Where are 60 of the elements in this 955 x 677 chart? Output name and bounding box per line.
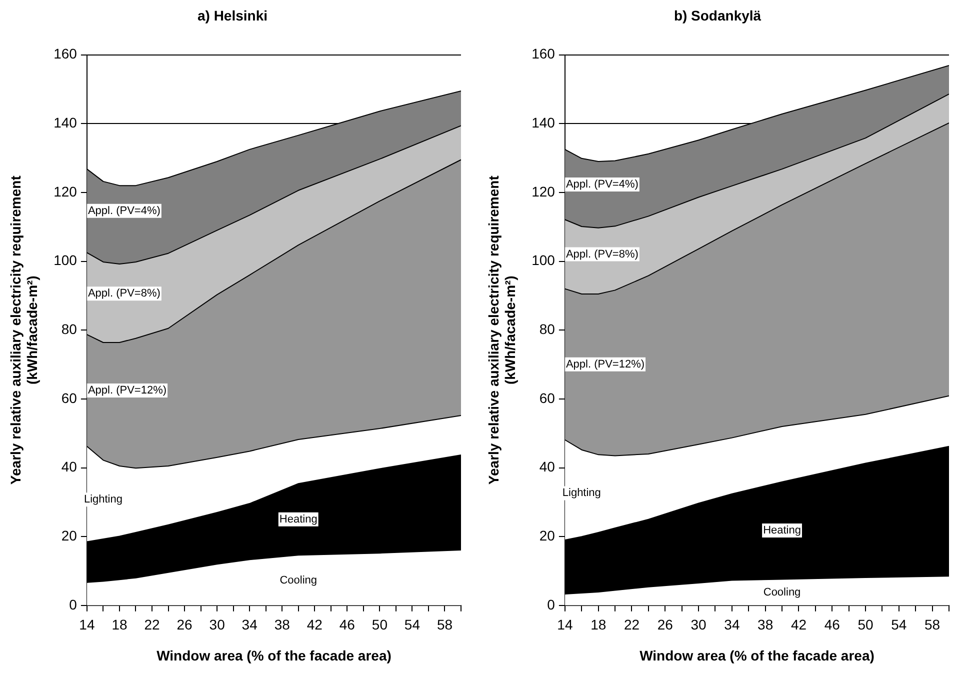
- x-tick-label: 54: [891, 616, 907, 633]
- x-axis-title: Window area (% of the facade area): [640, 647, 874, 664]
- y-tick-label: 0: [69, 596, 78, 612]
- x-tick-label: 34: [242, 616, 258, 633]
- x-axis-title: Window area (% of the facade area): [156, 647, 392, 664]
- x-tick-label: 46: [824, 616, 840, 633]
- x-tick-label: 14: [79, 616, 95, 633]
- series-label: Cooling: [763, 586, 801, 598]
- y-axis-title: Yearly relative auxiliary electricity requirement (kWh/facade-m²): [7, 175, 40, 485]
- x-tick-label: 30: [690, 616, 707, 633]
- y-axis-title: Yearly relative auxiliary electricity requirement (kWh/facade-m²): [485, 175, 518, 485]
- series-label: Heating: [763, 524, 801, 537]
- series-label: Lighting: [562, 487, 601, 500]
- y-tick-label: 80: [539, 320, 556, 337]
- y-tick-label: 120: [54, 183, 78, 200]
- y-tick-label: 0: [547, 596, 556, 612]
- x-tick-label: 50: [858, 616, 874, 633]
- y-tick-label: 40: [61, 458, 78, 475]
- x-tick-label: 22: [624, 616, 640, 633]
- series-label: Appl. (PV=4%): [88, 204, 160, 217]
- y-tick-label: 120: [532, 183, 556, 200]
- y-tick-label: 100: [532, 252, 556, 268]
- chart-title: b) Sodankylä: [674, 7, 762, 24]
- series-label: Appl. (PV=12%): [88, 384, 167, 397]
- x-tick-label: 34: [724, 616, 740, 633]
- x-tick-label: 18: [112, 616, 128, 633]
- x-tick-label: 58: [924, 616, 940, 633]
- y-tick-label: 80: [61, 320, 78, 337]
- y-tick-label: 160: [54, 46, 78, 62]
- y-tick-label: 160: [532, 46, 556, 62]
- y-tick-label: 100: [54, 252, 78, 268]
- x-tick-label: 42: [306, 616, 323, 633]
- x-tick-label: 38: [758, 616, 774, 633]
- x-tick-label: 26: [657, 616, 674, 633]
- x-tick-label: 14: [557, 616, 573, 633]
- series-label: Appl. (PV=8%): [88, 288, 160, 300]
- y-tick-label: 140: [54, 114, 78, 130]
- y-tick-label: 60: [539, 390, 556, 406]
- series-label: Appl. (PV=4%): [566, 178, 638, 191]
- x-tick-label: 38: [274, 616, 290, 633]
- x-tick-label: 58: [436, 616, 453, 633]
- series-label: Appl. (PV=8%): [566, 248, 638, 260]
- x-tick-label: 46: [339, 616, 356, 633]
- x-tick-label: 30: [209, 616, 226, 633]
- x-tick-label: 26: [176, 616, 193, 633]
- series-label: Heating: [279, 513, 318, 526]
- series-label: Cooling: [280, 574, 318, 586]
- x-tick-label: 50: [372, 616, 388, 633]
- y-tick-label: 140: [532, 114, 556, 130]
- y-tick-label: 60: [61, 390, 78, 406]
- series-label: Appl. (PV=12%): [566, 358, 645, 370]
- x-tick-label: 54: [404, 616, 420, 633]
- chart-title: a) Helsinki: [197, 7, 268, 24]
- y-tick-label: 20: [539, 527, 556, 544]
- series-label: Lighting: [84, 494, 122, 506]
- x-tick-label: 18: [590, 616, 606, 633]
- y-tick-label: 20: [61, 527, 78, 544]
- x-tick-label: 22: [144, 616, 160, 633]
- x-tick-label: 42: [790, 616, 807, 633]
- y-tick-label: 40: [539, 458, 556, 475]
